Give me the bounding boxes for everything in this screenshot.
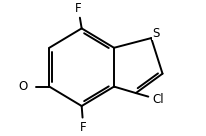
Text: F: F (80, 120, 86, 134)
Text: S: S (152, 27, 159, 40)
Text: Cl: Cl (152, 93, 164, 106)
Text: O: O (19, 80, 28, 93)
Text: F: F (75, 2, 81, 16)
